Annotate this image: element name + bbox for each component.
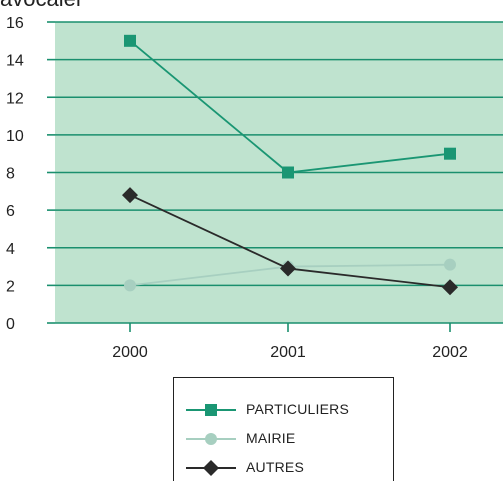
line-chart: 0 2 4 6 8 10 12 14 16 2000 2001 2002 [6,15,503,361]
point-mairie-2002 [444,258,456,271]
ytick-label-12: 12 [6,90,24,107]
legend-item-particuliers: PARTICULIERS [174,396,393,424]
point-particuliers-2002 [444,147,456,160]
legend-item-mairie: MAIRIE [174,425,393,453]
ytick-label-0: 0 [6,316,15,333]
xtick-label-2001: 2001 [270,344,306,361]
xtick-label-2000: 2000 [112,344,148,361]
ytick-label-4: 4 [6,241,15,258]
point-mairie-2000 [124,279,136,292]
ytick-label-14: 14 [6,53,24,70]
point-particuliers-2000 [124,34,136,47]
point-autres-2002 [442,279,458,296]
point-particuliers-2001 [282,166,294,179]
ytick-label-2: 2 [6,278,15,295]
top-fragment-text: avocaier [0,0,83,12]
legend-label-particuliers: PARTICULIERS [246,401,350,417]
ytick-label-6: 6 [6,203,15,220]
legend-label-mairie: MAIRIE [246,430,296,446]
ytick-label-16: 16 [6,15,24,32]
series-lines [122,34,458,296]
point-autres-2000 [122,187,138,204]
legend: PARTICULIERS MAIRIE AUTRES [173,377,394,481]
point-autres-2001 [280,260,296,277]
y-axis-ticks: 0 2 4 6 8 10 12 14 16 [6,15,55,333]
square-marker-icon [186,404,236,416]
legend-label-autres: AUTRES [246,459,304,475]
circle-marker-icon [186,433,236,445]
legend-item-autres: AUTRES [174,454,393,482]
ytick-label-8: 8 [6,166,15,183]
ytick-label-10: 10 [6,128,24,145]
xtick-label-2002: 2002 [432,344,468,361]
x-axis-ticks: 2000 2001 2002 [112,323,468,361]
diamond-marker-icon [186,460,236,476]
